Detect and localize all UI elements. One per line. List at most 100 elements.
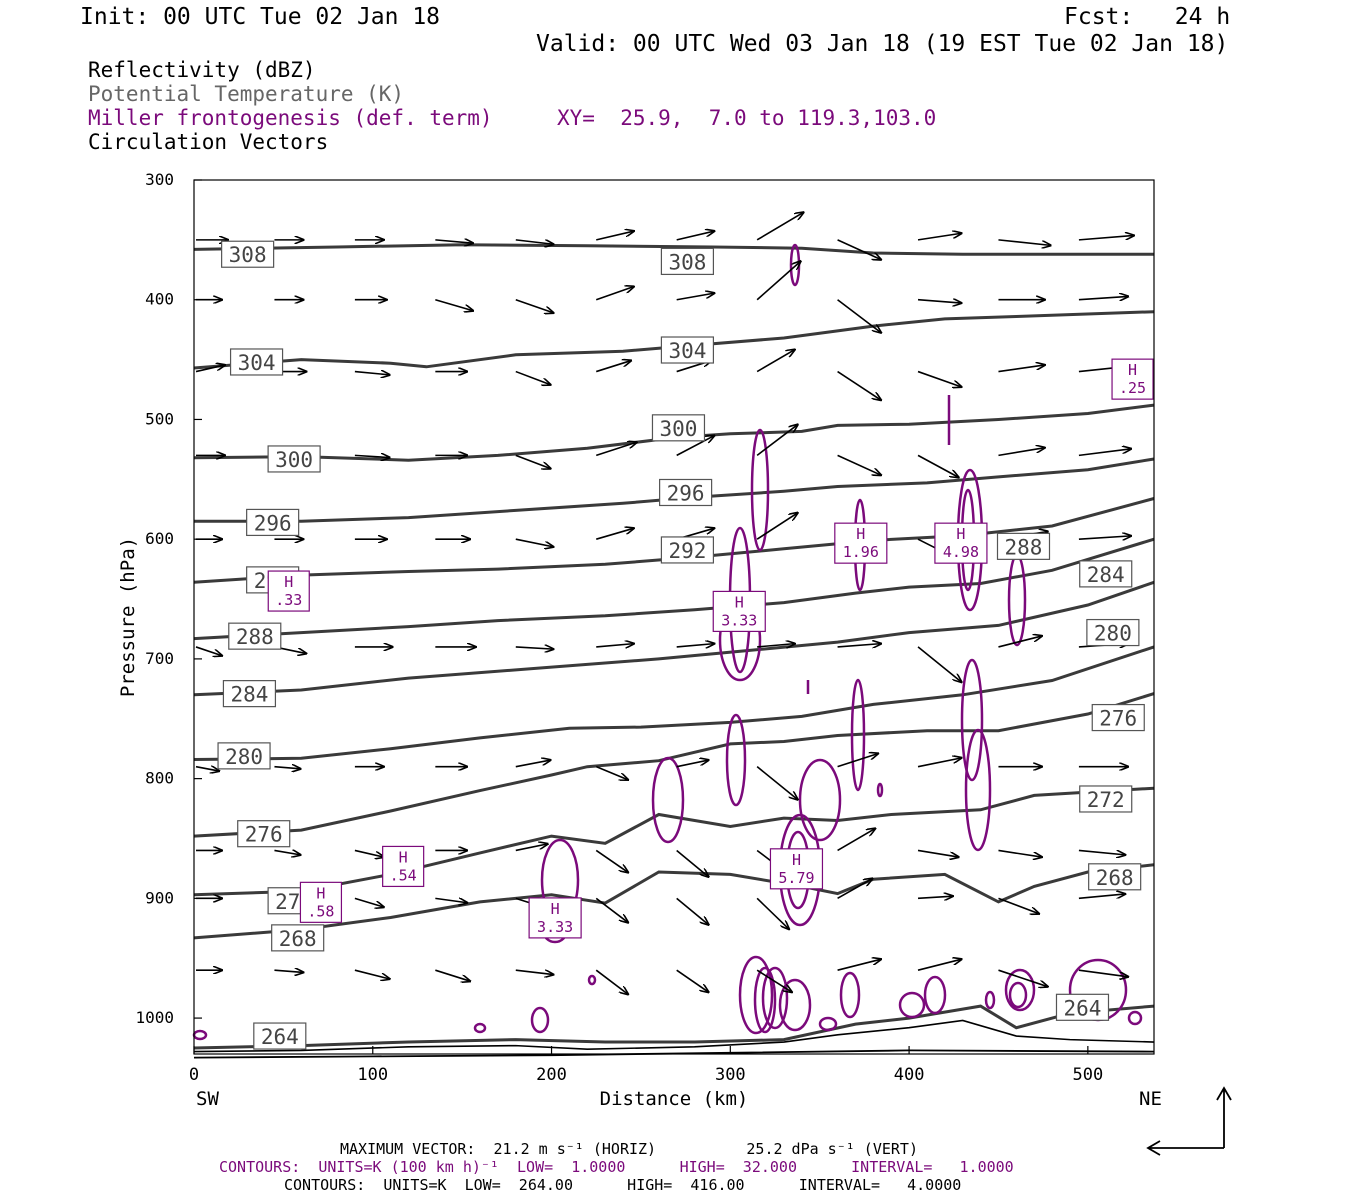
frontogenesis-contour — [878, 784, 882, 796]
circulation-vector — [516, 300, 554, 313]
frontogenesis-contour — [532, 1008, 548, 1032]
circulation-vector — [516, 539, 554, 547]
theta-contour-label: 300 — [275, 448, 313, 472]
circulation-vector — [918, 300, 962, 303]
circulation-vector — [757, 767, 798, 800]
circulation-vector — [355, 372, 390, 375]
reference-vector-horizontal — [1148, 1141, 1224, 1155]
frontogenesis-max-value: .58 — [307, 902, 334, 920]
theta-contour-label: 268 — [279, 927, 317, 951]
frontogenesis-contour — [820, 1018, 836, 1030]
frontogenesis-max-letter: H — [399, 848, 408, 866]
theta-contour-label: 292 — [668, 539, 706, 563]
x-tick-label: 400 — [894, 1065, 925, 1085]
frontogenesis-max-value: .33 — [275, 591, 302, 609]
circulation-vector — [838, 828, 876, 850]
circulation-vector — [596, 231, 634, 240]
circulation-vector — [355, 898, 384, 907]
frontogenesis-contour — [966, 730, 990, 850]
circulation-vector — [435, 970, 470, 981]
theta-contour-label: 300 — [660, 417, 698, 441]
frontogenesis-max-value: 3.33 — [721, 611, 757, 629]
circulation-vector — [596, 361, 631, 372]
y-tick-label: 300 — [145, 170, 174, 189]
circulation-vector — [1079, 296, 1128, 299]
circulation-vector — [596, 528, 634, 539]
frontogenesis-max-value: .25 — [1119, 379, 1146, 397]
circulation-vector — [596, 644, 634, 647]
circulation-vector — [838, 644, 882, 647]
circulation-vector — [918, 372, 962, 387]
frontogenesis-max-letter: H — [551, 900, 560, 918]
y-tick-label: 600 — [145, 529, 174, 548]
circulation-vector — [1079, 850, 1125, 854]
y-tick-label: 500 — [145, 409, 174, 428]
y-tick-label: 800 — [145, 769, 174, 788]
frontogenesis-max-letter: H — [1128, 361, 1137, 379]
frontogenesis-max-letter: H — [284, 573, 293, 591]
circulation-vector — [998, 448, 1044, 456]
circulation-vector — [516, 647, 554, 649]
frontogenesis-contour — [791, 245, 799, 285]
circulation-vector — [677, 760, 709, 767]
theta-contour-label: 304 — [668, 339, 706, 363]
theta-contour-label: 276 — [245, 823, 283, 847]
frontogenesis-max-letter: H — [735, 593, 744, 611]
theta-contour-label: 280 — [1094, 622, 1132, 646]
circulation-vector — [838, 372, 882, 401]
frontogenesis-max-value: 4.98 — [943, 543, 979, 561]
y-axis-label: Pressure (hPa) — [117, 537, 139, 697]
theta-contour-label: 304 — [238, 351, 276, 375]
circulation-vector — [677, 293, 715, 300]
theta-contour-label: 280 — [225, 745, 263, 769]
frontogenesis-contour — [986, 992, 994, 1008]
frontogenesis-contour — [727, 715, 745, 805]
frontogenesis-contour — [589, 976, 595, 984]
theta-contour-line — [194, 1006, 1154, 1048]
y-tick-label: 1000 — [135, 1008, 174, 1027]
theta-contour-label: 288 — [236, 625, 274, 649]
circulation-vector — [918, 647, 962, 682]
circulation-vector — [1079, 449, 1131, 456]
frontogenesis-max-value: 5.79 — [778, 869, 814, 887]
frontogenesis-max-letter: H — [792, 851, 801, 869]
frontogenesis-contour — [475, 1024, 485, 1032]
x-tick-label: 100 — [357, 1065, 388, 1085]
circulation-vector — [274, 970, 303, 972]
circulation-vector — [196, 767, 219, 771]
x-tick-label: 300 — [715, 1065, 746, 1085]
circulation-vector — [1079, 894, 1125, 898]
circulation-vector — [757, 350, 795, 372]
circulation-vector — [757, 261, 801, 300]
circulation-vector — [1079, 235, 1134, 239]
circulation-vector — [998, 240, 1050, 246]
circulation-vector — [918, 233, 962, 240]
frontogenesis-contour — [1010, 983, 1026, 1007]
frontogenesis-contour — [841, 973, 859, 1017]
theta-contour-line — [194, 647, 1154, 760]
frontogenesis-max-value: 3.33 — [537, 918, 573, 936]
frontogenesis-contour — [1009, 555, 1025, 645]
reference-vector-vertical — [1217, 1088, 1231, 1148]
circulation-vector — [838, 879, 873, 899]
circulation-vector — [677, 231, 715, 240]
circulation-vector — [838, 455, 882, 475]
frontogenesis-contour — [653, 758, 683, 842]
circulation-vector — [596, 898, 628, 922]
circulation-vector — [355, 850, 384, 857]
circulation-vector — [596, 850, 628, 872]
frontogenesis-contour — [962, 660, 982, 780]
circulation-vector — [918, 896, 953, 898]
x-axis-label: Distance (km) — [600, 1088, 749, 1110]
frontogenesis-contour — [925, 977, 945, 1013]
frontogenesis-max-value: .54 — [390, 866, 417, 884]
circulation-vector — [596, 767, 628, 780]
circulation-vector — [435, 898, 467, 902]
circulation-vector — [677, 644, 715, 647]
circulation-vector — [677, 898, 709, 924]
footer-max-vector: MAXIMUM VECTOR: 21.2 m s⁻¹ (HORIZ) 25.2 … — [340, 1140, 918, 1158]
theta-contour-label: 264 — [261, 1025, 299, 1049]
theta-contour-line — [194, 788, 1154, 895]
theta-contour-label: 296 — [667, 481, 705, 505]
